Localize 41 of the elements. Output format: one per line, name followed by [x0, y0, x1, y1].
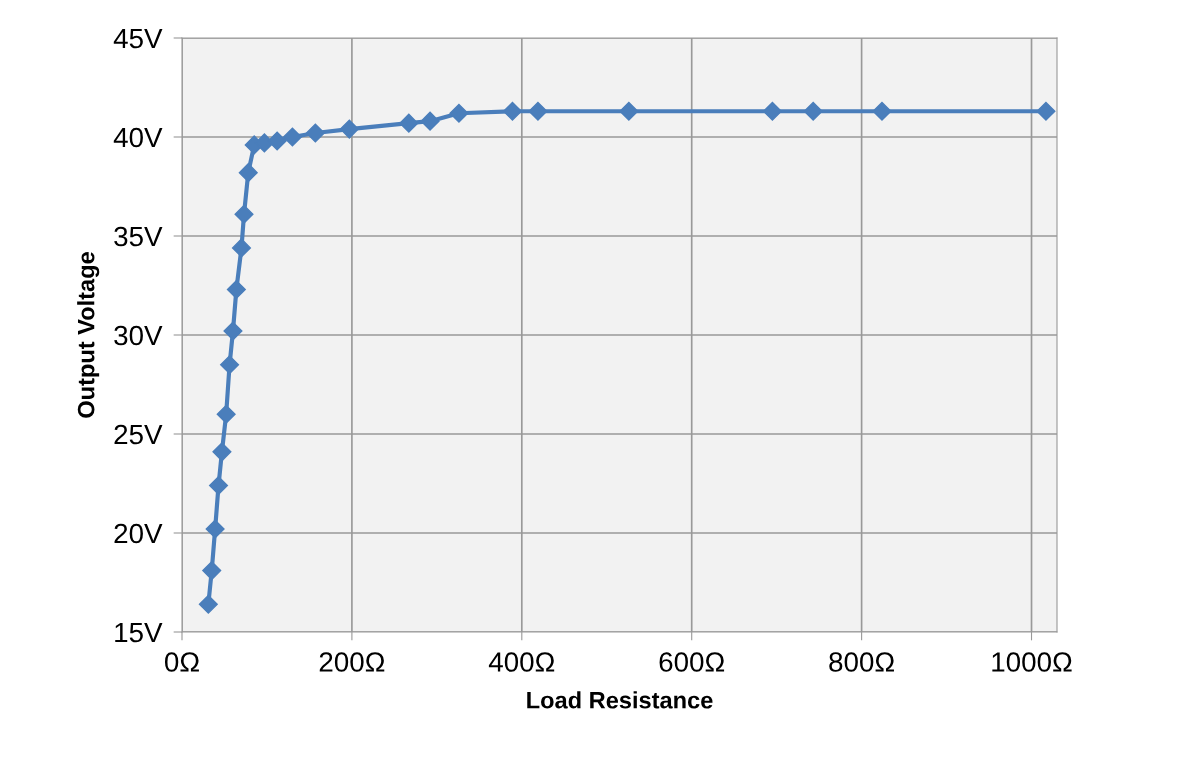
- point: [528, 101, 548, 121]
- y-tick-label: 35V: [114, 226, 163, 247]
- point: [399, 113, 419, 133]
- point: [216, 404, 236, 424]
- point: [238, 163, 258, 183]
- point: [339, 119, 359, 139]
- x-tick-label: 400Ω: [488, 652, 555, 672]
- point: [305, 123, 325, 143]
- x-axis-title: Load Resistance: [527, 691, 713, 709]
- point: [803, 101, 823, 121]
- x-tick-label: 1000Ω: [992, 652, 1072, 672]
- point: [220, 355, 240, 375]
- y-axis-title: Output Voltage: [77, 252, 100, 418]
- point: [267, 131, 287, 151]
- x-tick-label: 0Ω: [164, 652, 199, 672]
- point: [205, 519, 225, 539]
- x-tick-label: 600Ω: [659, 652, 725, 672]
- point: [212, 442, 232, 462]
- point: [226, 279, 246, 299]
- point: [872, 101, 892, 121]
- point: [234, 204, 254, 224]
- y-tick-label: 30V: [114, 325, 163, 346]
- y-tick-label: 45V: [113, 28, 163, 49]
- point: [223, 321, 243, 341]
- point: [762, 101, 782, 121]
- point: [282, 127, 302, 147]
- y-tick-label: 40V: [113, 127, 163, 148]
- point: [202, 561, 222, 581]
- point: [420, 111, 440, 131]
- y-tick-label: 15V: [115, 622, 163, 643]
- y-tick-label: 20V: [114, 523, 163, 544]
- point: [208, 475, 229, 496]
- point: [619, 101, 639, 121]
- point: [449, 103, 469, 123]
- point: [502, 101, 522, 121]
- x-tick-label: 800Ω: [829, 652, 894, 672]
- x-tick-label: 200Ω: [319, 652, 385, 672]
- point: [231, 238, 252, 258]
- point: [198, 594, 218, 614]
- point: [1036, 101, 1056, 121]
- y-tick-label: 25V: [114, 424, 163, 445]
